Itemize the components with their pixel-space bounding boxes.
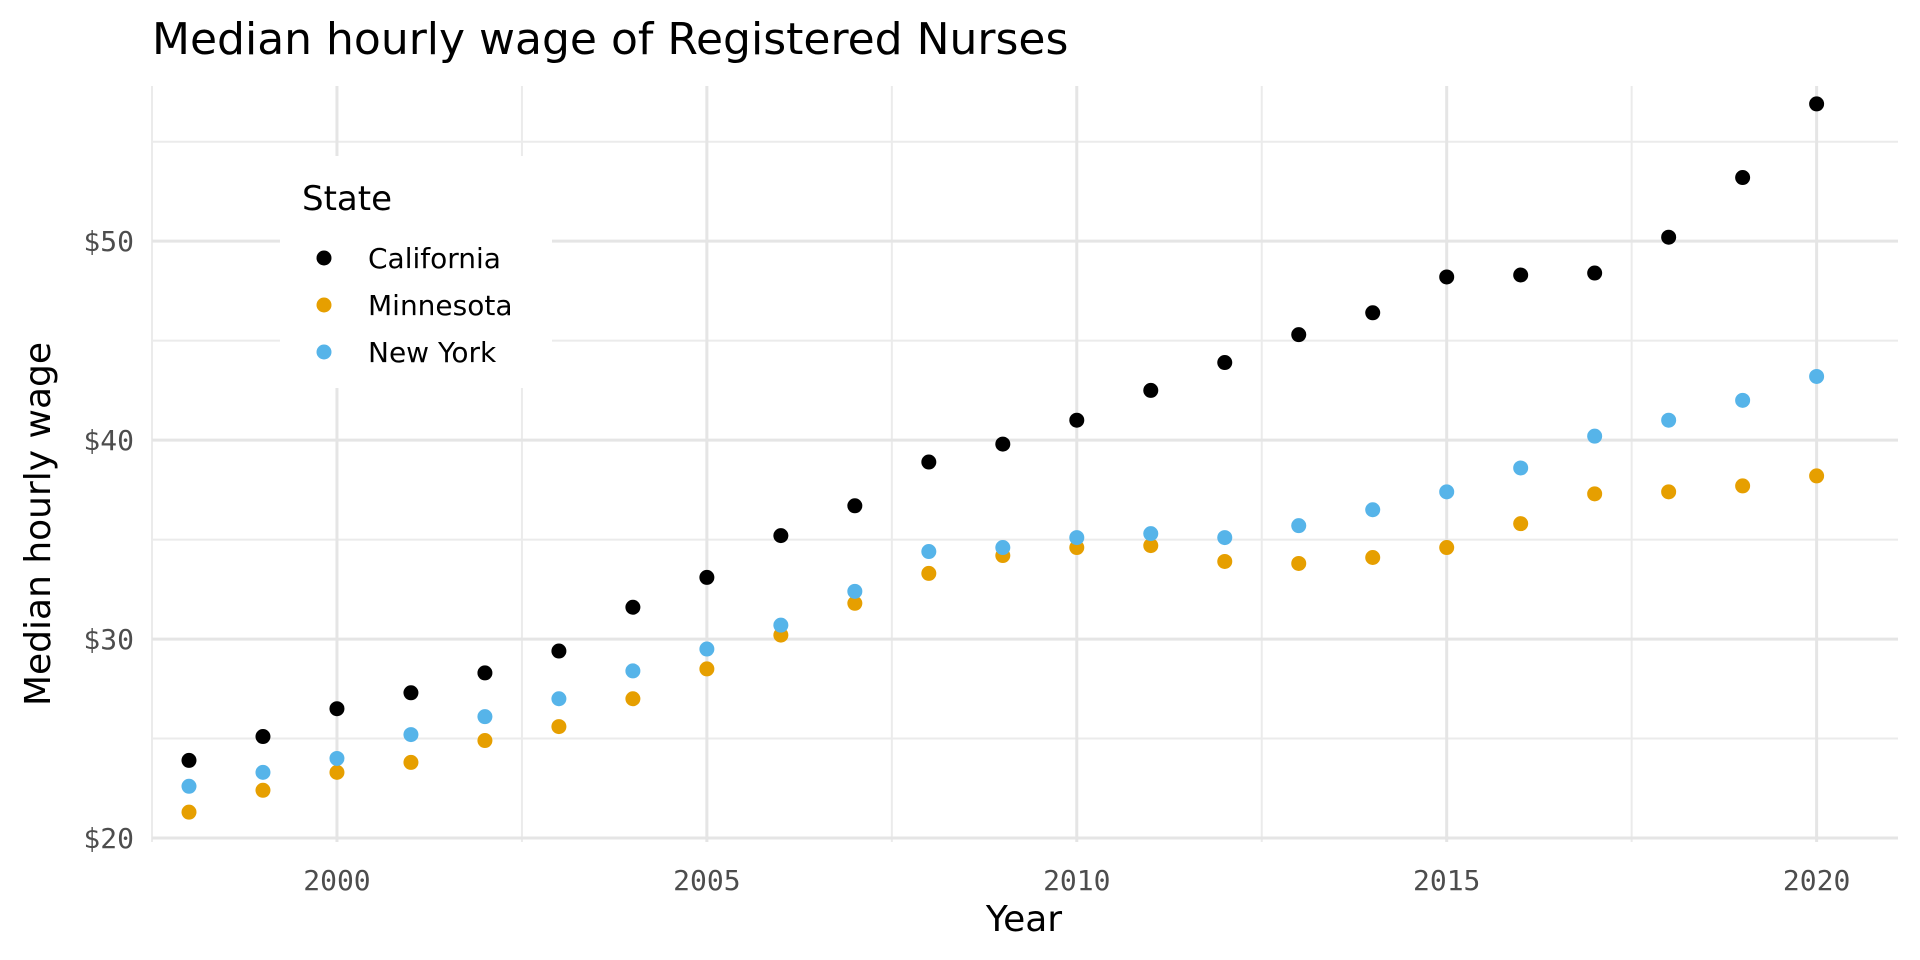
data-point	[551, 643, 567, 659]
data-point	[1661, 229, 1677, 245]
data-points	[181, 96, 1825, 820]
chart-title: Median hourly wage of Registered Nurses	[152, 14, 1068, 65]
data-point	[1217, 355, 1233, 371]
data-point	[1661, 484, 1677, 500]
y-axis-title: Median hourly wage	[18, 342, 59, 706]
data-point	[1439, 269, 1455, 285]
series-minnesota	[181, 468, 1825, 820]
legend-items: California Minnesota New York	[316, 242, 513, 369]
legend-title: State	[302, 179, 392, 219]
data-point	[1217, 553, 1233, 569]
data-point	[921, 544, 937, 560]
data-point	[1439, 484, 1455, 500]
data-point	[699, 641, 715, 657]
data-point	[847, 595, 863, 611]
data-point	[1735, 392, 1751, 408]
data-point	[255, 782, 271, 798]
x-axis-ticks: 2000 2005 2010 2015 2020	[303, 864, 1850, 897]
data-point	[699, 661, 715, 677]
data-point	[1809, 468, 1825, 484]
y-axis-ticks: $20 $30 $40 $50	[83, 225, 134, 855]
data-point	[1513, 516, 1529, 532]
data-point	[329, 764, 345, 780]
data-point	[1439, 540, 1455, 556]
x-tick-label: 2000	[303, 864, 370, 897]
data-point	[1143, 538, 1159, 554]
data-point	[625, 691, 641, 707]
x-axis-title: Year	[985, 899, 1062, 940]
data-point	[1809, 368, 1825, 384]
legend-label: Minnesota	[368, 289, 513, 322]
data-point	[329, 701, 345, 717]
y-tick-label: $40	[83, 424, 134, 457]
data-point	[625, 663, 641, 679]
data-point	[1809, 96, 1825, 112]
data-point	[255, 764, 271, 780]
data-point	[403, 685, 419, 701]
data-point	[1513, 267, 1529, 283]
data-point	[1365, 550, 1381, 566]
x-tick-label: 2010	[1043, 864, 1110, 897]
legend-label: New York	[368, 336, 497, 369]
data-point	[1587, 428, 1603, 444]
data-point	[403, 727, 419, 743]
data-point	[1365, 502, 1381, 518]
y-tick-label: $30	[83, 623, 134, 656]
x-tick-label: 2020	[1783, 864, 1850, 897]
series-california	[181, 96, 1825, 768]
data-point	[1661, 412, 1677, 428]
legend-key	[316, 344, 332, 360]
data-point	[773, 617, 789, 633]
data-point	[181, 804, 197, 820]
data-point	[1217, 530, 1233, 546]
data-point	[1143, 526, 1159, 542]
data-point	[921, 565, 937, 581]
data-point	[773, 528, 789, 544]
data-point	[921, 454, 937, 470]
data-point	[477, 709, 493, 725]
data-point	[1587, 486, 1603, 502]
data-point	[1143, 382, 1159, 398]
data-point	[1365, 305, 1381, 321]
data-point	[1735, 478, 1751, 494]
data-point	[181, 778, 197, 794]
data-point	[847, 583, 863, 599]
x-tick-label: 2015	[1413, 864, 1480, 897]
legend-key	[316, 250, 332, 266]
series-new-york	[181, 368, 1825, 794]
data-point	[477, 733, 493, 749]
data-point	[551, 691, 567, 707]
data-point	[551, 719, 567, 735]
data-point	[995, 436, 1011, 452]
y-tick-label: $50	[83, 225, 134, 258]
y-tick-label: $20	[83, 822, 134, 855]
data-point	[699, 569, 715, 585]
data-point	[255, 729, 271, 745]
data-point	[1513, 460, 1529, 476]
data-point	[1291, 327, 1307, 343]
data-point	[477, 665, 493, 681]
data-point	[847, 498, 863, 514]
legend-key	[316, 297, 332, 313]
data-point	[329, 750, 345, 766]
data-point	[1735, 170, 1751, 186]
data-point	[1069, 412, 1085, 428]
x-tick-label: 2005	[673, 864, 740, 897]
data-point	[181, 752, 197, 768]
data-point	[1069, 530, 1085, 546]
data-point	[1291, 518, 1307, 534]
data-point	[625, 599, 641, 615]
data-point	[995, 540, 1011, 556]
data-point	[1587, 265, 1603, 281]
data-point	[403, 754, 419, 770]
data-point	[1291, 555, 1307, 571]
legend-label: California	[368, 242, 501, 275]
legend: State California Minnesota New York	[280, 156, 552, 388]
